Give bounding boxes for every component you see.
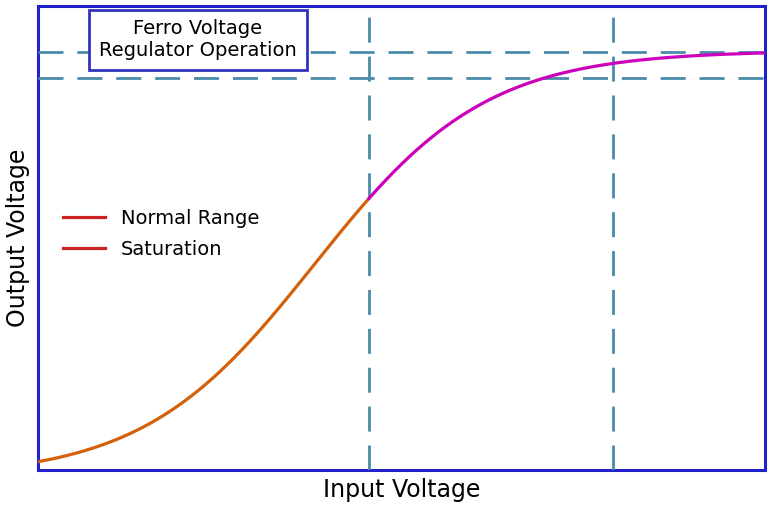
X-axis label: Input Voltage: Input Voltage [323,479,480,502]
Y-axis label: Output Voltage: Output Voltage [5,149,29,327]
Text: Ferro Voltage
Regulator Operation: Ferro Voltage Regulator Operation [99,19,297,60]
Legend: Normal Range, Saturation: Normal Range, Saturation [55,201,267,266]
